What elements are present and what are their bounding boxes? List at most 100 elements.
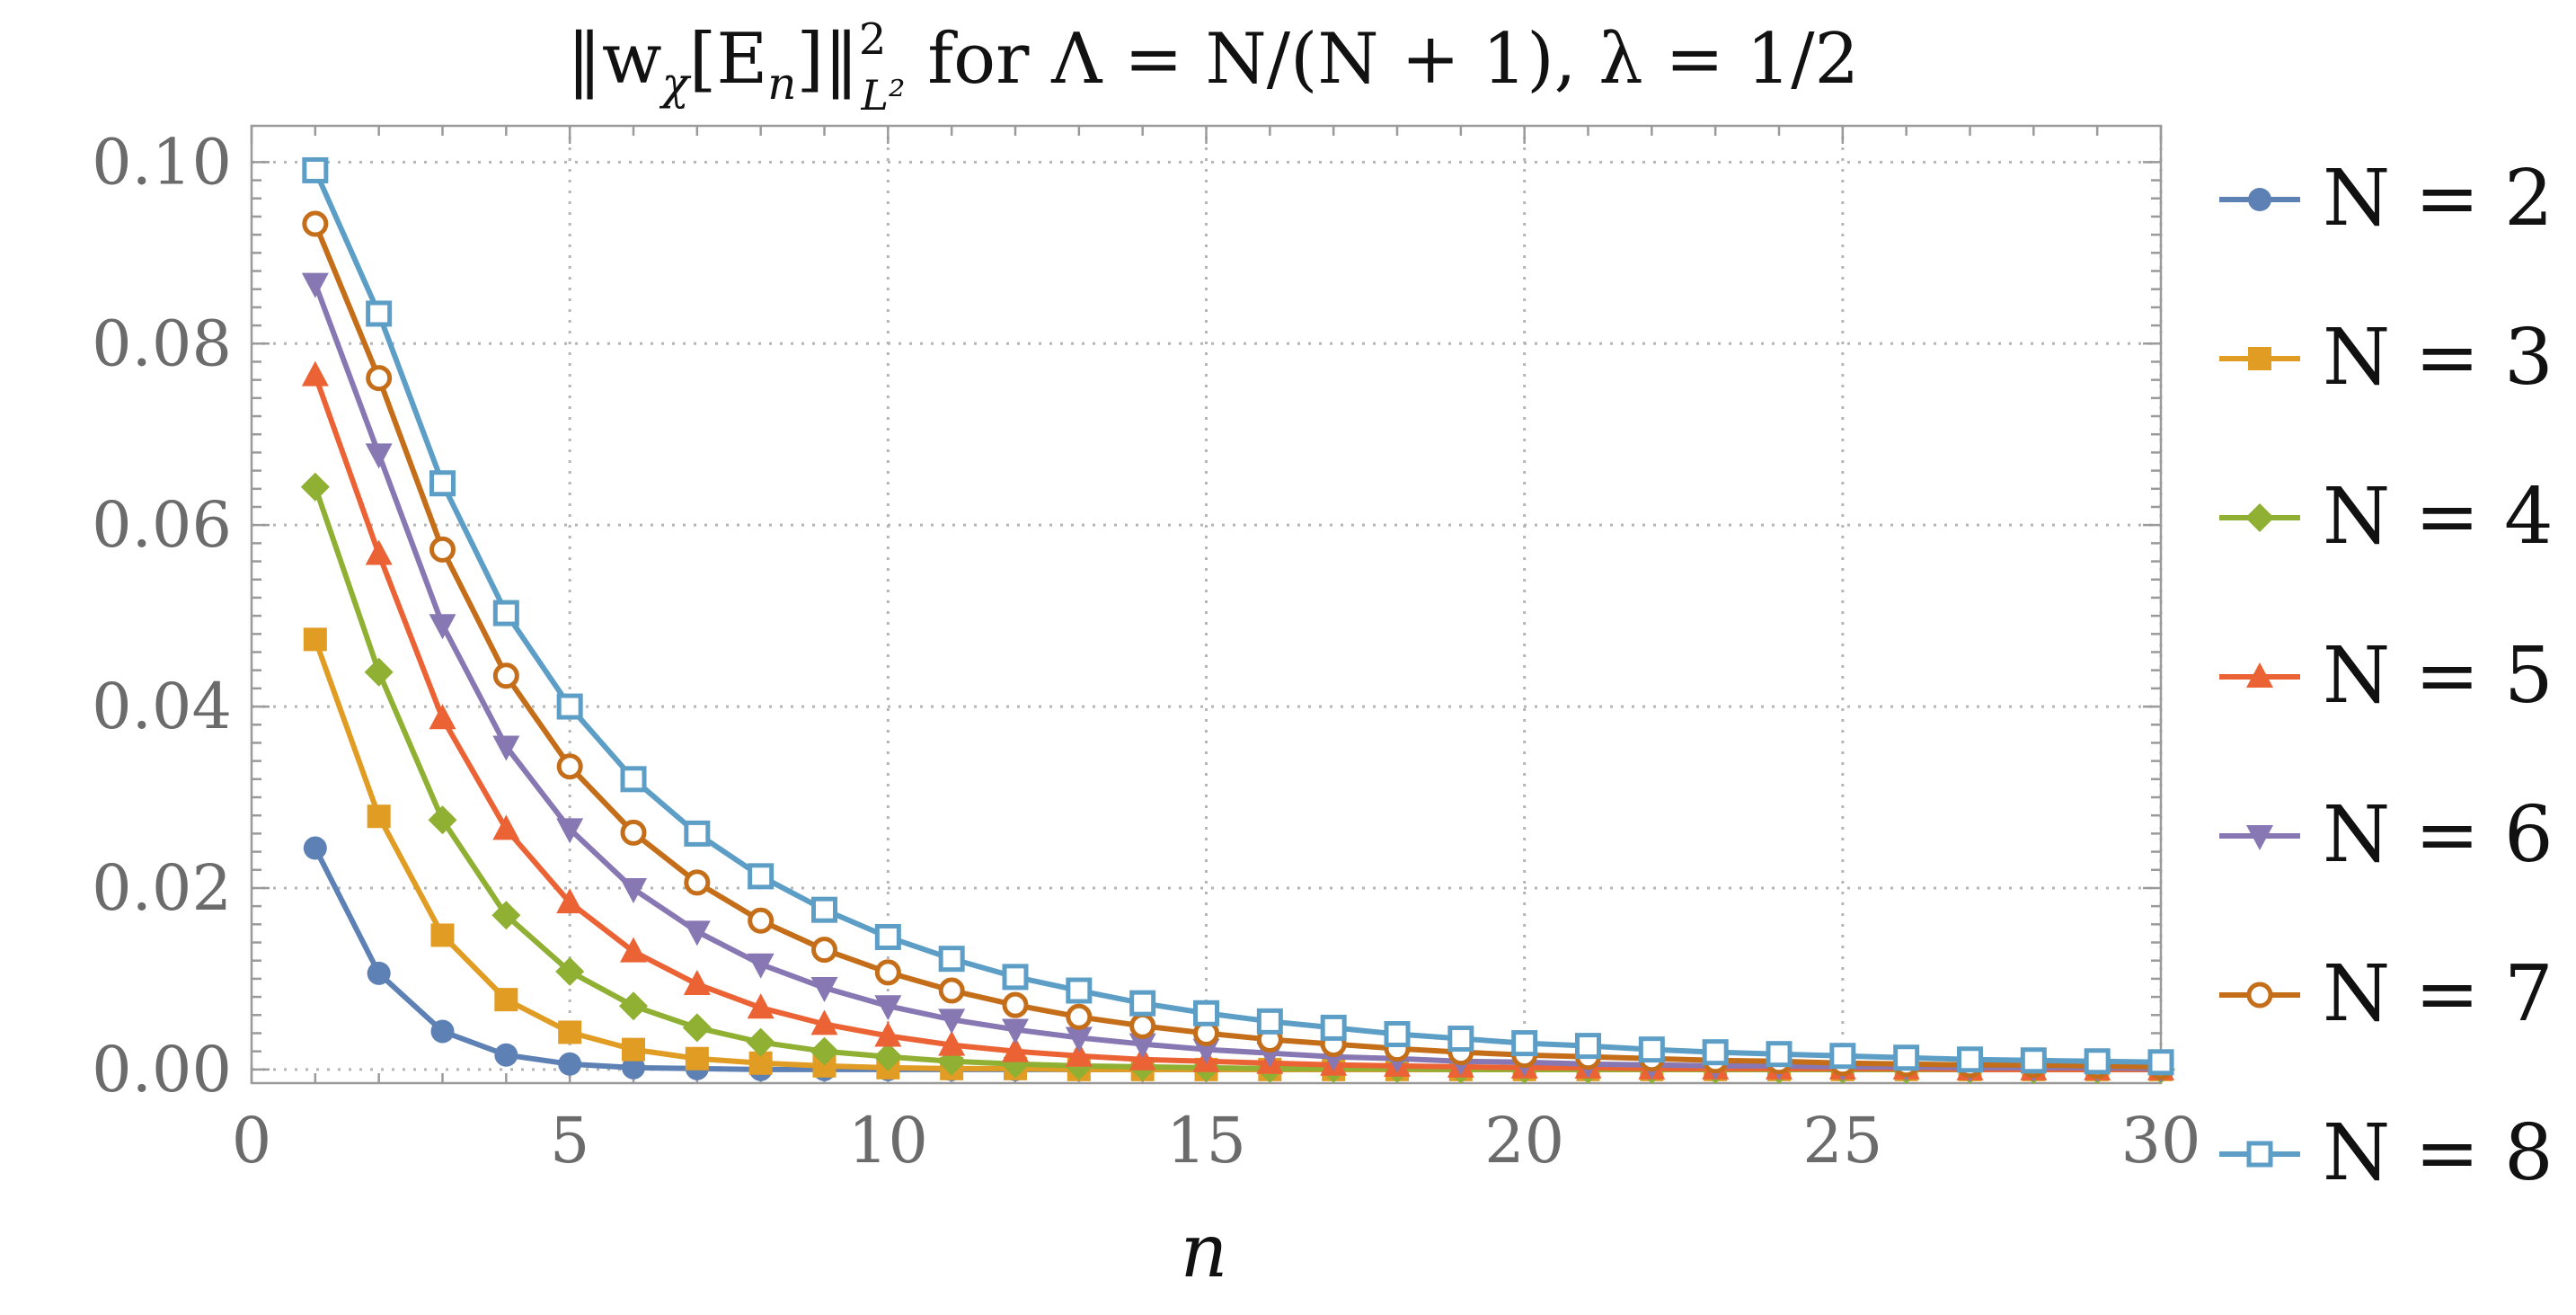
data-point xyxy=(366,300,393,327)
y-tick-label: 0.10 xyxy=(92,125,232,199)
data-point xyxy=(301,272,329,298)
data-point xyxy=(555,956,585,986)
data-point xyxy=(746,1027,775,1057)
data-point xyxy=(300,472,330,502)
legend-item: N = 5 xyxy=(2219,631,2554,721)
data-point xyxy=(301,360,329,387)
data-point xyxy=(811,937,837,964)
data-point xyxy=(1066,977,1093,1004)
data-point xyxy=(1002,1018,1029,1044)
title-n: n xyxy=(767,58,796,110)
title-bracket: [E xyxy=(689,19,767,100)
data-point xyxy=(938,977,965,1004)
data-point xyxy=(556,693,583,720)
data-point xyxy=(620,766,647,793)
data-point xyxy=(365,539,393,565)
y-tick-label: 0.02 xyxy=(92,851,232,925)
data-point xyxy=(682,1013,712,1043)
data-point xyxy=(811,896,837,923)
data-point xyxy=(303,836,327,860)
data-point xyxy=(1702,1039,1729,1066)
series-line xyxy=(313,222,2162,1070)
data-point xyxy=(1192,1038,1220,1064)
x-tick-label: 5 xyxy=(550,1104,590,1177)
legend-marker xyxy=(2248,347,2271,370)
data-point xyxy=(874,923,901,950)
x-axis-title: n xyxy=(1181,1209,1228,1294)
data-point xyxy=(556,888,584,914)
y-tick-label: 0.00 xyxy=(92,1033,232,1106)
data-point xyxy=(365,443,393,469)
data-point xyxy=(428,805,457,835)
data-point xyxy=(492,814,520,840)
data-point xyxy=(938,1030,966,1056)
data-point xyxy=(874,1021,902,1047)
data-point xyxy=(619,991,648,1021)
data-point xyxy=(2084,1048,2111,1075)
data-point xyxy=(620,819,647,846)
series-1 xyxy=(303,836,2173,1081)
legend-label: N = 5 xyxy=(2323,631,2554,721)
legend: N = 2 N = 3 N = 4 N = 5 N = 6 N = 7 N = 8 xyxy=(2219,154,2554,1198)
y-tick-label: 0.04 xyxy=(92,670,232,743)
data-point xyxy=(429,470,456,497)
data-point xyxy=(302,156,329,183)
data-point xyxy=(367,961,391,985)
title-sub: L² xyxy=(860,71,905,120)
data-point xyxy=(938,946,965,973)
data-point xyxy=(1002,991,1029,1018)
data-point xyxy=(491,901,521,930)
data-point xyxy=(303,627,327,652)
data-point xyxy=(684,820,711,847)
data-point xyxy=(429,614,456,640)
data-point xyxy=(302,210,329,237)
data-point xyxy=(1002,964,1029,991)
data-point xyxy=(1066,1003,1093,1030)
x-tick-label: 30 xyxy=(2120,1104,2200,1177)
data-point xyxy=(1893,1044,1920,1071)
data-point xyxy=(747,953,775,979)
data-point xyxy=(1384,1020,1411,1047)
data-point xyxy=(748,907,775,934)
data-point xyxy=(1766,1041,1793,1068)
legend-item: N = 4 xyxy=(2219,472,2554,562)
legend-label: N = 3 xyxy=(2323,313,2554,403)
data-point xyxy=(494,988,518,1012)
data-point xyxy=(494,1043,518,1067)
legend-marker xyxy=(2246,662,2273,688)
data-point xyxy=(429,536,456,563)
data-point xyxy=(366,365,393,392)
data-point xyxy=(685,1046,709,1071)
data-point xyxy=(1129,1012,1156,1039)
data-point xyxy=(1002,1036,1029,1062)
legend-marker xyxy=(2246,982,2273,1008)
data-point xyxy=(684,869,711,896)
legend-marker xyxy=(2245,503,2274,532)
title-norm: ‖w xyxy=(567,19,662,100)
legend-label: N = 2 xyxy=(2323,154,2554,244)
data-point xyxy=(492,600,519,626)
series-line xyxy=(312,485,2161,1072)
legend-item: N = 2 xyxy=(2219,154,2554,244)
chart-title: ‖wχ[En]‖2 L² for Λ = N/(N + 1), λ = 1/2 xyxy=(567,14,1859,120)
data-point xyxy=(430,1019,455,1044)
data-point xyxy=(748,863,775,890)
y-tick-label: 0.08 xyxy=(92,307,232,380)
data-point xyxy=(430,923,455,947)
data-point xyxy=(1320,1014,1347,1041)
data-point xyxy=(558,1052,582,1076)
data-point xyxy=(683,969,711,995)
x-tick-label: 20 xyxy=(1484,1104,1564,1177)
data-point xyxy=(810,1009,838,1035)
data-point xyxy=(873,1042,903,1071)
series-7 xyxy=(302,156,2174,1076)
data-point xyxy=(429,704,456,730)
data-point xyxy=(2020,1047,2047,1074)
data-point xyxy=(1256,1008,1283,1035)
y-tick-label: 0.06 xyxy=(92,488,232,562)
legend-label: N = 4 xyxy=(2323,472,2554,562)
data-point xyxy=(556,753,583,780)
series-line xyxy=(313,282,2162,1071)
series-layer xyxy=(300,156,2175,1084)
